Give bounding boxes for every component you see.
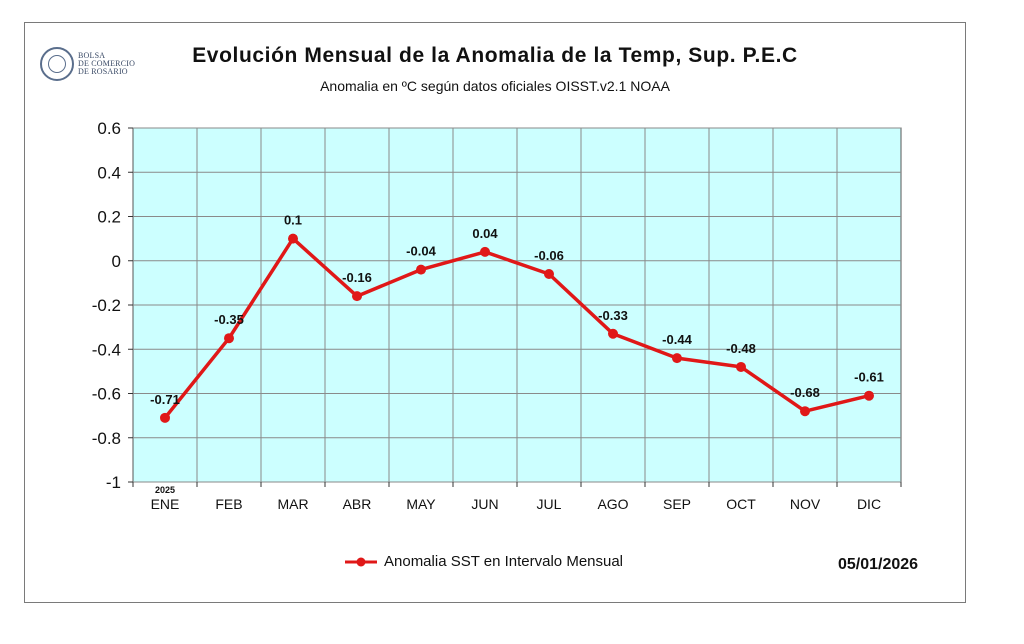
data-point — [480, 246, 490, 257]
x-tick-label: MAR — [277, 496, 308, 512]
x-tick-label: AGO — [597, 496, 628, 512]
data-point — [352, 291, 362, 302]
data-point — [416, 264, 426, 275]
data-label: -0.06 — [534, 248, 564, 263]
legend: Anomalia SST en Intervalo Mensual — [344, 553, 623, 570]
data-point — [224, 333, 234, 344]
y-tick-label: 0.6 — [97, 119, 121, 138]
y-tick-label: -0.2 — [92, 296, 121, 315]
data-point — [608, 328, 618, 339]
x-tick-label: SEP — [663, 496, 691, 512]
footer-date: 05/01/2026 — [838, 556, 919, 573]
chart-title: Evolución Mensual de la Anomalia de la T… — [192, 44, 798, 67]
x-tick-label: NOV — [790, 496, 821, 512]
data-label: -0.35 — [214, 312, 244, 327]
series-line — [163, 236, 870, 419]
data-label: -0.33 — [598, 308, 628, 323]
data-label: 0.1 — [284, 213, 302, 228]
data-point — [864, 390, 874, 401]
data-label: -0.68 — [790, 385, 820, 400]
x-tick-label: FEB — [215, 496, 242, 512]
x-tick-label: DIC — [857, 496, 881, 512]
data-point — [544, 269, 554, 280]
y-tick-label: -0.4 — [92, 340, 121, 359]
x-tick-label: OCT — [726, 496, 756, 512]
data-label: -0.71 — [150, 392, 180, 407]
x-tick-label: JUN — [471, 496, 498, 512]
data-point — [672, 353, 682, 364]
year-label: 2025 — [155, 485, 175, 495]
legend-label: Anomalia SST en Intervalo Mensual — [384, 553, 624, 570]
x-tick-label: MAY — [406, 496, 436, 512]
data-point — [736, 361, 746, 372]
y-tick-label: 0.2 — [97, 208, 121, 227]
data-label: -0.16 — [342, 270, 372, 285]
data-point — [800, 406, 810, 417]
data-label: -0.44 — [662, 332, 692, 347]
y-tick-label: -1 — [106, 473, 121, 492]
logo: BOLSA DE COMERCIO DE ROSARIO — [40, 44, 150, 84]
chart-subtitle: Anomalia en ºC según datos oficiales OIS… — [320, 78, 670, 94]
data-point — [160, 412, 170, 423]
data-label: 0.04 — [472, 226, 498, 241]
legend-marker-icon — [345, 557, 377, 566]
y-tick-label: 0 — [112, 252, 121, 271]
x-tick-label: JUL — [537, 496, 562, 512]
bcr-seal-icon — [40, 47, 74, 81]
data-label: -0.04 — [406, 244, 436, 259]
data-label: -0.61 — [854, 370, 884, 385]
y-tick-label: 0.4 — [97, 163, 121, 182]
data-label: -0.48 — [726, 341, 756, 356]
data-point — [288, 233, 298, 244]
y-tick-label: -0.8 — [92, 429, 121, 448]
logo-text: BOLSA DE COMERCIO DE ROSARIO — [78, 51, 136, 76]
x-tick-label: ABR — [343, 496, 372, 512]
x-tick-label: ENE — [151, 496, 180, 512]
y-tick-label: -0.6 — [92, 385, 121, 404]
